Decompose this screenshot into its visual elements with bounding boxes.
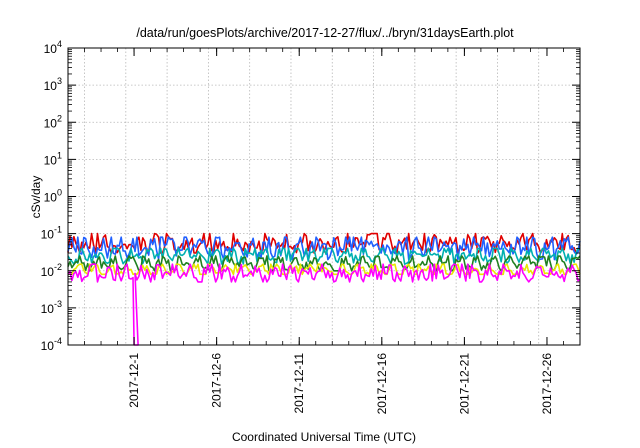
x-tick-label: 2017-12-21 [457,353,471,415]
series-layer [67,232,581,346]
y-tick-label: 10-1 [41,225,62,242]
x-tick-label: 2017-12-26 [540,353,554,415]
series-line [67,263,581,346]
y-axis: 10-4 10-3 10-2 10-1 100 101 102 103 104 [41,39,580,353]
y-tick-label: 100 [44,188,62,205]
y-tick-label: 101 [44,150,62,167]
series-line [67,236,581,261]
x-axis-label: Coordinated Universal Time (UTC) [232,430,416,444]
x-tick-label: 2017-12-16 [375,353,389,415]
x-tick-label: 2017-12-1 [127,353,141,408]
x-tick-label: 2017-12-6 [210,353,224,408]
y-axis-label: cSv/day [29,176,43,219]
x-tick-label: 2017-12-11 [292,353,306,414]
y-tick-label: 10-3 [41,299,62,316]
series-line [67,247,581,266]
y-tick-label: 103 [44,76,62,93]
y-tick-label: 10-2 [41,262,62,279]
y-tick-label: 102 [44,113,62,130]
y-tick-label: 104 [44,39,62,56]
series-line [67,255,581,272]
x-axis: 2017-12-1 2017-12-6 2017-12-11 2017-12-16 20… [84,48,564,415]
chart-title: /data/run/goesPlots/archive/2017-12-27/f… [136,26,514,40]
y-tick-label: 10-4 [41,336,62,353]
grid [68,48,580,345]
